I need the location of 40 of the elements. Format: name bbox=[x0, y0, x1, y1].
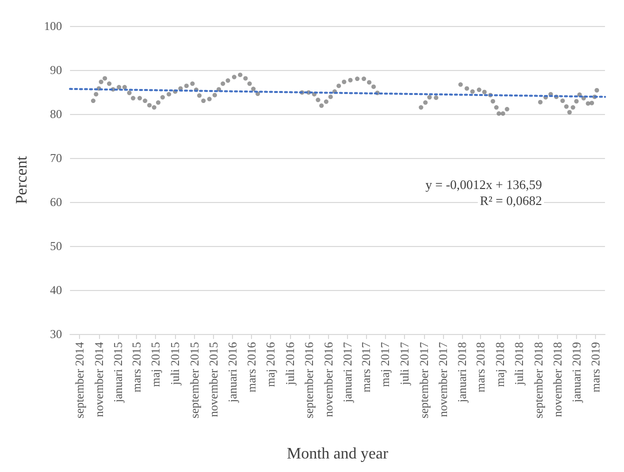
x-tick-label: mars 2018 bbox=[474, 342, 488, 392]
y-tick-label: 50 bbox=[50, 239, 62, 253]
y-tick-label: 70 bbox=[50, 151, 62, 165]
x-tick-label: juli 2018 bbox=[512, 342, 526, 386]
x-tick-label: november 2017 bbox=[436, 342, 450, 417]
x-tick-label: januari 2016 bbox=[226, 342, 240, 404]
x-tick-label: mars 2015 bbox=[130, 342, 144, 392]
y-axis-title: Percent bbox=[14, 155, 30, 204]
x-tick-label: januari 2015 bbox=[111, 342, 126, 404]
x-tick-label: november 2015 bbox=[206, 342, 220, 417]
y-tick-label: 80 bbox=[50, 107, 62, 121]
x-tick-label: januari 2018 bbox=[455, 342, 470, 404]
annotation: R² = 0,0682 bbox=[480, 193, 542, 208]
x-tick-label: januari 2019 bbox=[570, 342, 584, 404]
x-tick-label: september 2018 bbox=[531, 342, 546, 418]
x-tick-label: mars 2016 bbox=[244, 342, 258, 392]
x-tick-label: mars 2017 bbox=[359, 342, 374, 392]
y-tick-label: 40 bbox=[50, 283, 62, 297]
x-tick-label: juli 2017 bbox=[397, 342, 412, 386]
x-tick-label: maj 2016 bbox=[264, 342, 278, 387]
x-tick-label: maj 2015 bbox=[148, 342, 163, 387]
x-tick-label: september 2014 bbox=[72, 342, 87, 418]
x-tick-label: mars 2019 bbox=[588, 342, 602, 392]
x-tick-label: maj 2017 bbox=[378, 342, 392, 387]
x-tick-label: januari 2017 bbox=[340, 342, 355, 404]
x-tick-label: november 2016 bbox=[321, 342, 336, 417]
y-tick-label: 100 bbox=[44, 19, 62, 33]
y-tick-label: 30 bbox=[50, 327, 62, 341]
x-tick-label: september 2017 bbox=[416, 342, 431, 418]
x-axis-title: Month and year bbox=[286, 446, 389, 462]
y-tick-label: 60 bbox=[50, 195, 62, 209]
x-tick-label: september 2016 bbox=[302, 342, 316, 418]
x-tick-label: juli 2016 bbox=[282, 342, 297, 386]
y-tick-label: 90 bbox=[50, 63, 62, 77]
x-tick-label: september 2015 bbox=[187, 342, 202, 418]
x-tick-label: november 2014 bbox=[92, 342, 106, 417]
x-tick-label: november 2018 bbox=[550, 342, 565, 417]
x-tick-label: maj 2018 bbox=[492, 342, 507, 387]
annotation: y = -0,0012x + 136,59 bbox=[426, 177, 542, 192]
x-tick-label: juli 2015 bbox=[168, 342, 182, 386]
